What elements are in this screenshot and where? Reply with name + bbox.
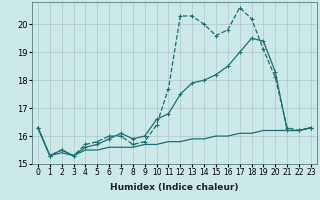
- X-axis label: Humidex (Indice chaleur): Humidex (Indice chaleur): [110, 183, 239, 192]
